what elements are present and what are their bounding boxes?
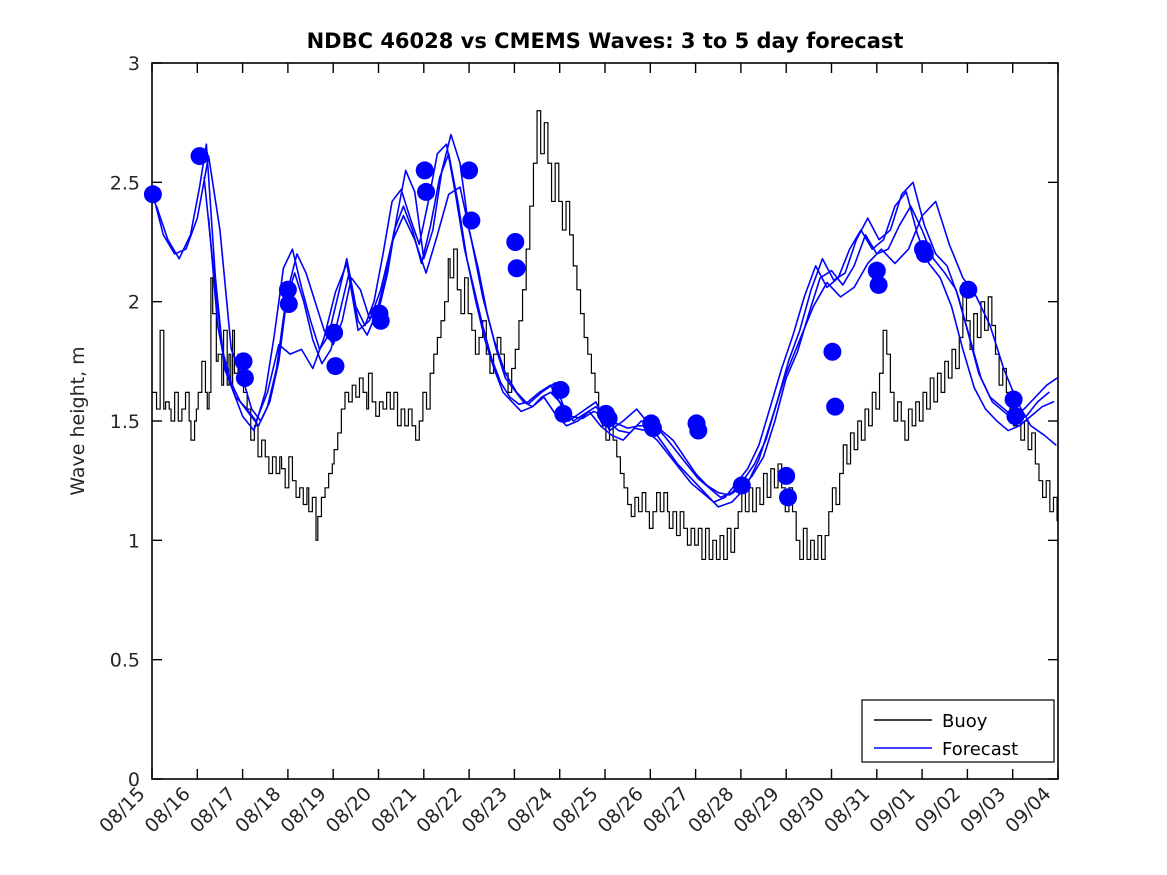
series-forecast-run-1 [152, 133, 1058, 496]
forecast-marker [460, 161, 479, 180]
forecast-marker [143, 185, 162, 204]
y-tick-label: 1 [128, 530, 140, 552]
x-tick-label: 08/24 [503, 783, 557, 837]
x-tick-label: 08/26 [594, 783, 648, 837]
y-axis-label: Wave height, m [67, 346, 89, 495]
forecast-marker [326, 357, 345, 376]
x-tick-label: 08/19 [276, 783, 330, 837]
forecast-marker [644, 419, 663, 438]
legend-label-buoy: Buoy [942, 711, 988, 732]
forecast-marker [599, 409, 618, 428]
forecast-marker [235, 369, 254, 388]
plot-frame [151, 62, 1059, 780]
chart-title: NDBC 46028 vs CMEMS Waves: 3 to 5 day fo… [307, 29, 904, 53]
x-tick-label: 09/04 [1001, 783, 1055, 837]
forecast-marker [462, 211, 481, 230]
x-tick-label: 08/23 [458, 783, 512, 837]
x-tick-label: 08/30 [775, 783, 829, 837]
forecast-marker [551, 380, 570, 399]
forecast-marker [867, 261, 886, 280]
forecast-marker [959, 280, 978, 299]
y-tick-label: 1.5 [110, 411, 140, 433]
forecast-marker [278, 280, 297, 299]
forecast-marker [325, 323, 344, 342]
x-tick-label: 08/27 [639, 783, 693, 837]
forecast-marker [915, 244, 934, 263]
forecast-marker [869, 275, 888, 294]
x-tick-label: 09/01 [865, 783, 919, 837]
series-buoy [152, 110, 1058, 561]
forecast-marker [554, 404, 573, 423]
x-tick-label: 08/18 [231, 783, 285, 837]
y-tick-label: 0.5 [110, 650, 140, 672]
x-tick-label: 08/20 [322, 783, 376, 837]
forecast-marker [507, 259, 526, 278]
legend-box [861, 699, 1055, 763]
legend-label-forecast: Forecast [942, 739, 1018, 760]
forecast-marker [234, 352, 253, 371]
y-tick-label: 3 [128, 53, 140, 75]
x-tick-label: 08/25 [548, 783, 602, 837]
forecast-marker [506, 233, 525, 251]
series-forecast-run-3 [203, 152, 1055, 503]
x-tick-label: 08/17 [186, 783, 240, 837]
series-forecast-run-2 [155, 143, 1050, 499]
x-tick-label: 08/16 [141, 783, 195, 837]
forecast-marker-layer [143, 147, 1025, 507]
forecast-marker [823, 342, 842, 361]
x-tick-label: 08/31 [820, 783, 874, 837]
forecast-marker [371, 311, 390, 330]
forecast-marker [190, 147, 209, 166]
x-tick-label: 08/28 [684, 783, 738, 837]
forecast-marker [777, 466, 796, 485]
forecast-marker [732, 476, 751, 495]
forecast-marker [415, 161, 434, 180]
x-tick-label: 09/02 [911, 783, 965, 837]
forecast-marker [1006, 407, 1025, 426]
series-forecast-run-4 [207, 186, 1057, 508]
forecast-marker [779, 488, 798, 507]
y-tick-label: 2.5 [110, 172, 140, 194]
x-tick-label: 08/29 [729, 783, 783, 837]
chart-legend[interactable]: Buoy Forecast [861, 699, 1055, 763]
forecast-marker [826, 397, 845, 416]
forecast-marker [279, 295, 298, 314]
x-tick-label: 08/21 [367, 783, 421, 837]
x-tick-label: 08/22 [412, 783, 466, 837]
y-tick-label: 2 [128, 292, 140, 314]
forecast-marker [1004, 390, 1023, 409]
data-series-layer [152, 110, 1058, 561]
x-tick-label: 08/15 [95, 783, 149, 837]
x-tick-label: 09/03 [956, 783, 1010, 837]
y-tick-label: 0 [128, 769, 140, 791]
forecast-marker [689, 421, 708, 440]
forecast-marker [417, 182, 436, 201]
